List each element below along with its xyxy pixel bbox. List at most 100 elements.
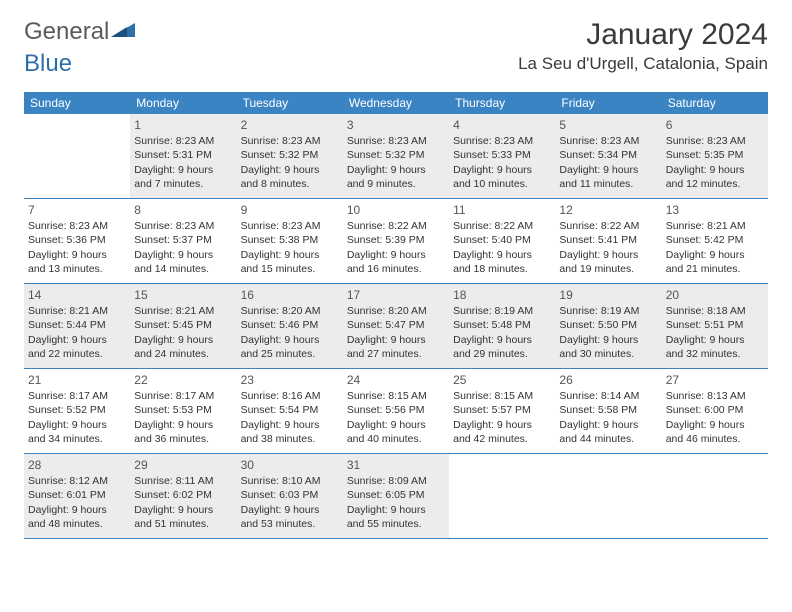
day-text-line: Daylight: 9 hours — [559, 418, 657, 432]
day-text-line: Sunrise: 8:21 AM — [666, 219, 764, 233]
month-title: January 2024 — [518, 18, 768, 52]
week-row: 14Sunrise: 8:21 AMSunset: 5:44 PMDayligh… — [24, 284, 768, 369]
day-text-line: Daylight: 9 hours — [347, 333, 445, 347]
day-number: 1 — [134, 117, 232, 133]
day-text-line: Sunrise: 8:13 AM — [666, 389, 764, 403]
day-cell: 14Sunrise: 8:21 AMSunset: 5:44 PMDayligh… — [24, 284, 130, 368]
day-text-line: and 7 minutes. — [134, 177, 232, 191]
day-text-line: Sunrise: 8:21 AM — [134, 304, 232, 318]
day-text-line: Daylight: 9 hours — [28, 418, 126, 432]
day-cell — [449, 454, 555, 538]
day-number: 14 — [28, 287, 126, 303]
day-text-line: Daylight: 9 hours — [559, 163, 657, 177]
location: La Seu d'Urgell, Catalonia, Spain — [518, 54, 768, 74]
day-number: 24 — [347, 372, 445, 388]
day-cell: 31Sunrise: 8:09 AMSunset: 6:05 PMDayligh… — [343, 454, 449, 538]
day-text-line: Sunrise: 8:23 AM — [134, 134, 232, 148]
day-text-line: and 21 minutes. — [666, 262, 764, 276]
day-text-line: and 40 minutes. — [347, 432, 445, 446]
day-text-line: Sunrise: 8:23 AM — [347, 134, 445, 148]
day-cell: 27Sunrise: 8:13 AMSunset: 6:00 PMDayligh… — [662, 369, 768, 453]
day-text-line: and 22 minutes. — [28, 347, 126, 361]
day-text-line: Sunrise: 8:19 AM — [453, 304, 551, 318]
day-text-line: Sunset: 5:45 PM — [134, 318, 232, 332]
day-cell: 12Sunrise: 8:22 AMSunset: 5:41 PMDayligh… — [555, 199, 661, 283]
day-text-line: and 10 minutes. — [453, 177, 551, 191]
day-text-line: Daylight: 9 hours — [134, 163, 232, 177]
day-text-line: Daylight: 9 hours — [347, 163, 445, 177]
day-cell: 25Sunrise: 8:15 AMSunset: 5:57 PMDayligh… — [449, 369, 555, 453]
week-row: 28Sunrise: 8:12 AMSunset: 6:01 PMDayligh… — [24, 454, 768, 539]
day-text-line: Sunset: 5:38 PM — [241, 233, 339, 247]
day-text-line: Daylight: 9 hours — [559, 333, 657, 347]
day-text-line: Sunset: 5:32 PM — [241, 148, 339, 162]
day-cell: 15Sunrise: 8:21 AMSunset: 5:45 PMDayligh… — [130, 284, 236, 368]
day-text-line: and 18 minutes. — [453, 262, 551, 276]
day-cell: 6Sunrise: 8:23 AMSunset: 5:35 PMDaylight… — [662, 114, 768, 198]
day-number: 23 — [241, 372, 339, 388]
day-text-line: Sunrise: 8:17 AM — [134, 389, 232, 403]
day-text-line: Sunset: 5:40 PM — [453, 233, 551, 247]
day-text-line: Sunset: 6:02 PM — [134, 488, 232, 502]
day-text-line: and 53 minutes. — [241, 517, 339, 531]
day-header-row: SundayMondayTuesdayWednesdayThursdayFrid… — [24, 92, 768, 114]
day-cell — [555, 454, 661, 538]
day-cell: 10Sunrise: 8:22 AMSunset: 5:39 PMDayligh… — [343, 199, 449, 283]
day-cell: 28Sunrise: 8:12 AMSunset: 6:01 PMDayligh… — [24, 454, 130, 538]
logo-text-1: General — [24, 18, 109, 46]
calendar: SundayMondayTuesdayWednesdayThursdayFrid… — [24, 92, 768, 539]
day-text-line: Sunset: 5:48 PM — [453, 318, 551, 332]
day-text-line: Daylight: 9 hours — [453, 333, 551, 347]
logo-icon — [111, 18, 135, 46]
day-number: 26 — [559, 372, 657, 388]
day-cell: 22Sunrise: 8:17 AMSunset: 5:53 PMDayligh… — [130, 369, 236, 453]
day-text-line: and 13 minutes. — [28, 262, 126, 276]
day-cell: 2Sunrise: 8:23 AMSunset: 5:32 PMDaylight… — [237, 114, 343, 198]
day-text-line: and 32 minutes. — [666, 347, 764, 361]
day-text-line: Daylight: 9 hours — [28, 503, 126, 517]
day-number: 5 — [559, 117, 657, 133]
day-text-line: Daylight: 9 hours — [453, 418, 551, 432]
day-text-line: Sunrise: 8:15 AM — [347, 389, 445, 403]
day-text-line: Sunset: 5:50 PM — [559, 318, 657, 332]
day-text-line: Daylight: 9 hours — [134, 248, 232, 262]
day-text-line: Sunset: 5:52 PM — [28, 403, 126, 417]
day-text-line: Sunrise: 8:23 AM — [666, 134, 764, 148]
week-row: 21Sunrise: 8:17 AMSunset: 5:52 PMDayligh… — [24, 369, 768, 454]
day-text-line: Daylight: 9 hours — [453, 248, 551, 262]
day-text-line: Sunrise: 8:17 AM — [28, 389, 126, 403]
day-text-line: and 34 minutes. — [28, 432, 126, 446]
day-text-line: Daylight: 9 hours — [347, 248, 445, 262]
day-cell: 21Sunrise: 8:17 AMSunset: 5:52 PMDayligh… — [24, 369, 130, 453]
logo: General — [24, 18, 135, 46]
day-text-line: Sunset: 5:41 PM — [559, 233, 657, 247]
day-text-line: Sunrise: 8:14 AM — [559, 389, 657, 403]
day-text-line: Sunrise: 8:15 AM — [453, 389, 551, 403]
weeks-container: 1Sunrise: 8:23 AMSunset: 5:31 PMDaylight… — [24, 114, 768, 539]
day-text-line: Sunset: 5:39 PM — [347, 233, 445, 247]
day-number: 31 — [347, 457, 445, 473]
day-text-line: Daylight: 9 hours — [666, 333, 764, 347]
day-text-line: Sunset: 5:54 PM — [241, 403, 339, 417]
day-text-line: Sunset: 6:05 PM — [347, 488, 445, 502]
day-text-line: Sunset: 6:00 PM — [666, 403, 764, 417]
day-number: 17 — [347, 287, 445, 303]
day-text-line: Sunrise: 8:23 AM — [28, 219, 126, 233]
day-text-line: and 19 minutes. — [559, 262, 657, 276]
day-header: Thursday — [449, 92, 555, 114]
day-cell: 9Sunrise: 8:23 AMSunset: 5:38 PMDaylight… — [237, 199, 343, 283]
day-text-line: and 38 minutes. — [241, 432, 339, 446]
day-text-line: Daylight: 9 hours — [134, 418, 232, 432]
day-text-line: Sunset: 5:35 PM — [666, 148, 764, 162]
day-text-line: Sunset: 5:57 PM — [453, 403, 551, 417]
day-text-line: Sunset: 5:46 PM — [241, 318, 339, 332]
day-number: 8 — [134, 202, 232, 218]
day-cell: 5Sunrise: 8:23 AMSunset: 5:34 PMDaylight… — [555, 114, 661, 198]
day-text-line: Sunrise: 8:20 AM — [347, 304, 445, 318]
day-cell: 3Sunrise: 8:23 AMSunset: 5:32 PMDaylight… — [343, 114, 449, 198]
day-text-line: Sunset: 5:37 PM — [134, 233, 232, 247]
day-number: 20 — [666, 287, 764, 303]
week-row: 1Sunrise: 8:23 AMSunset: 5:31 PMDaylight… — [24, 114, 768, 199]
day-number: 28 — [28, 457, 126, 473]
day-cell: 7Sunrise: 8:23 AMSunset: 5:36 PMDaylight… — [24, 199, 130, 283]
